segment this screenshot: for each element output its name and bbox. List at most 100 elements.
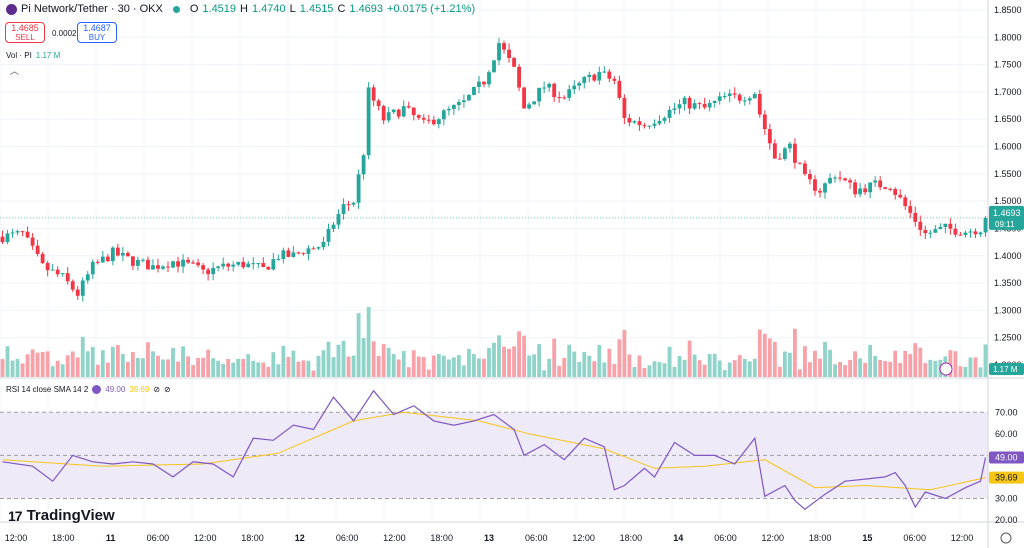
- volume-bar: [838, 362, 842, 377]
- volume-bar: [843, 365, 847, 377]
- volume-bar: [396, 359, 401, 377]
- symbol-title[interactable]: Pi Network/Tether · 30 · OKX: [21, 3, 163, 15]
- candle: [712, 100, 717, 104]
- volume-bar: [306, 360, 311, 377]
- candle: [326, 228, 331, 242]
- candle: [216, 266, 221, 268]
- volume-bar: [356, 313, 361, 377]
- candle: [798, 162, 802, 164]
- candle: [55, 269, 60, 275]
- time-tick-label: 12:00: [383, 533, 406, 543]
- volume-bar: [161, 359, 165, 377]
- volume-bar: [752, 358, 757, 377]
- price-tick-label: 1.8500: [994, 5, 1022, 15]
- sell-price: 1.4685: [11, 23, 39, 33]
- candle: [692, 103, 697, 109]
- sell-button[interactable]: 1.4685 SELL: [5, 22, 45, 43]
- candle: [813, 179, 817, 191]
- alert-icon: [939, 362, 953, 376]
- volume-bar: [662, 363, 667, 377]
- candle: [918, 221, 923, 230]
- volume-bar: [381, 344, 386, 377]
- volume-bar: [276, 364, 281, 377]
- time-tick-label: 06:00: [903, 533, 926, 543]
- buy-label: BUY: [88, 33, 106, 42]
- current-price-badge: [989, 205, 1024, 230]
- volume-bar: [15, 358, 20, 377]
- candle: [321, 241, 326, 248]
- volume-bar: [456, 355, 461, 377]
- candle: [823, 183, 827, 193]
- volume-bar: [707, 354, 712, 377]
- volume-bar: [547, 358, 552, 377]
- volume-bar: [572, 351, 577, 377]
- candle: [622, 97, 627, 118]
- hide-icon[interactable]: ⊘: [153, 385, 161, 394]
- time-tick-label: 18:00: [620, 533, 643, 543]
- candle: [597, 71, 602, 81]
- volume-bar: [251, 360, 256, 377]
- volume-bar: [968, 357, 973, 377]
- candle: [953, 228, 958, 235]
- candle: [787, 143, 792, 149]
- time-tick-label: 14: [673, 533, 683, 543]
- candle: [923, 229, 928, 234]
- candle: [25, 231, 30, 238]
- volume-bar: [70, 351, 75, 377]
- volume-bar: [146, 342, 150, 377]
- candle: [451, 104, 456, 109]
- price-tick-label: 1.8000: [994, 32, 1022, 42]
- volume-bar: [421, 357, 426, 377]
- volume-bar: [622, 329, 627, 377]
- volume-bar: [667, 346, 672, 377]
- buy-button[interactable]: 1.4687 BUY: [77, 22, 117, 43]
- candle: [436, 119, 441, 125]
- volume-bar: [426, 369, 431, 377]
- candle: [251, 263, 256, 265]
- time-tick-label: 12:00: [572, 533, 595, 543]
- collapse-chevron-icon[interactable]: ︿: [10, 66, 20, 76]
- low-label: L: [289, 3, 296, 15]
- volume-bar: [30, 349, 35, 377]
- volume-bar: [90, 346, 95, 377]
- candle: [552, 83, 557, 98]
- candle: [80, 280, 85, 296]
- candle: [110, 247, 115, 262]
- candle: [166, 266, 170, 268]
- candle: [647, 125, 652, 127]
- volume-bar: [537, 344, 542, 377]
- candle: [281, 250, 286, 260]
- volume-bar: [10, 360, 15, 377]
- close-value: 1.4693: [349, 3, 384, 15]
- volume-bar: [341, 340, 346, 377]
- volume-bar: [793, 328, 797, 377]
- volume-bar: [451, 357, 456, 377]
- candle: [336, 214, 341, 225]
- volume-bar: [191, 365, 195, 377]
- candle: [60, 273, 65, 275]
- candle: [873, 180, 878, 183]
- candle: [431, 119, 436, 125]
- volume-bar: [431, 355, 436, 377]
- rsi-legend[interactable]: RSI 14 close SMA 14 2 49.00 39.69 ⊘ ⊘: [6, 385, 171, 394]
- volume-bar: [406, 367, 411, 377]
- volume-bar: [130, 352, 135, 377]
- volume-bar: [0, 359, 5, 377]
- volume-bar: [677, 356, 682, 377]
- candle: [90, 261, 95, 275]
- volume-bar: [948, 350, 953, 377]
- symbol-header[interactable]: Pi Network/Tether · 30 · OKX O 1.4519 H 1.…: [6, 3, 475, 15]
- candle: [933, 229, 938, 233]
- volume-bar: [933, 360, 938, 377]
- volume-bar: [617, 339, 622, 377]
- volume-legend[interactable]: Vol · PI 1.17 M: [6, 51, 60, 60]
- volume-bar: [983, 344, 988, 377]
- volume-bar: [226, 358, 231, 377]
- volume-bar: [346, 356, 351, 377]
- candle: [231, 264, 236, 267]
- candle: [512, 58, 516, 67]
- volume-bar: [326, 341, 331, 377]
- volume-bar: [582, 351, 587, 377]
- volume-bar: [271, 352, 276, 377]
